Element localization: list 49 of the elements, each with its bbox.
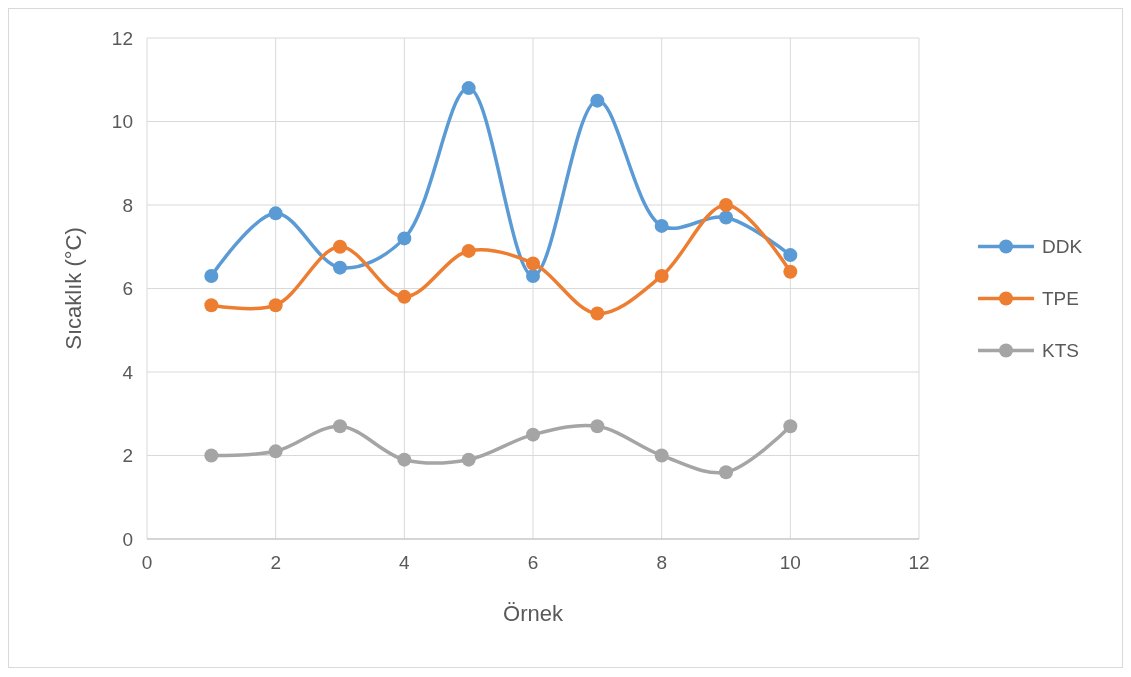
point — [654, 218, 669, 233]
x-tick-label: 2 — [270, 552, 281, 573]
legend-label: DDK — [1042, 236, 1083, 258]
point — [204, 448, 219, 463]
y-tick-label: 8 — [122, 194, 133, 216]
point — [590, 306, 605, 321]
x-tick-label: 10 — [779, 552, 801, 573]
y-tick-label: 10 — [111, 111, 133, 133]
y-tick-label: 2 — [122, 445, 133, 467]
point — [397, 289, 412, 304]
point — [526, 427, 540, 442]
point — [719, 198, 733, 212]
x-axis-title: Örnek — [503, 601, 564, 626]
legend-label: TPE — [1042, 288, 1079, 310]
point — [268, 298, 283, 313]
point — [397, 452, 412, 467]
point — [333, 419, 347, 434]
point — [526, 268, 540, 283]
point — [526, 256, 540, 271]
point — [268, 444, 283, 459]
point — [590, 419, 605, 434]
point — [783, 248, 798, 263]
point — [333, 239, 347, 254]
point — [461, 243, 476, 258]
point — [654, 448, 669, 463]
point — [204, 298, 219, 313]
point — [461, 452, 476, 467]
point — [204, 268, 219, 283]
x-tick-label: 0 — [141, 552, 153, 573]
point — [783, 419, 798, 434]
y-tick-label: 6 — [122, 278, 133, 300]
legend-label: KTS — [1042, 340, 1079, 362]
x-tick-label: 12 — [908, 552, 930, 573]
point — [590, 93, 605, 108]
point — [719, 210, 733, 225]
point — [333, 260, 347, 275]
y-axis-title: Sıcaklık (°C) — [61, 227, 86, 350]
point — [268, 206, 283, 221]
point — [783, 264, 798, 279]
x-tick-label: 6 — [527, 552, 539, 573]
y-tick-label: 4 — [122, 361, 134, 383]
x-tick-label: 4 — [399, 552, 411, 573]
point — [719, 465, 733, 480]
point — [397, 231, 412, 246]
point — [654, 268, 669, 283]
y-tick-label: 12 — [111, 27, 133, 49]
y-tick-label: 0 — [122, 528, 133, 550]
point — [461, 81, 476, 96]
x-tick-label: 8 — [656, 552, 667, 573]
